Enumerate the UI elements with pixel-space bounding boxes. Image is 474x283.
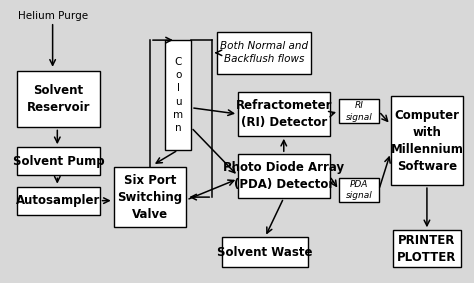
Text: PDA
signal: PDA signal [346,180,372,200]
Text: Refractometer
(RI) Detector: Refractometer (RI) Detector [236,99,332,129]
FancyBboxPatch shape [339,178,379,202]
Text: Solvent
Reservoir: Solvent Reservoir [27,84,90,114]
FancyBboxPatch shape [221,237,309,267]
Text: PRINTER
PLOTTER: PRINTER PLOTTER [397,233,456,263]
Text: Solvent Pump: Solvent Pump [13,155,104,168]
FancyBboxPatch shape [18,71,100,127]
FancyBboxPatch shape [393,230,461,267]
Text: Both Normal and
Backflush flows: Both Normal and Backflush flows [220,41,308,65]
FancyBboxPatch shape [238,92,329,136]
Text: Photo Diode Array
(PDA) Detector: Photo Diode Array (PDA) Detector [223,161,344,191]
Text: Autosampler: Autosampler [16,194,100,207]
Text: Helium Purge: Helium Purge [18,11,88,21]
FancyBboxPatch shape [391,97,463,185]
Text: RI
signal: RI signal [346,101,372,122]
Text: C
o
l
u
m
n: C o l u m n [173,57,183,133]
FancyBboxPatch shape [114,167,186,228]
FancyBboxPatch shape [18,147,100,175]
FancyBboxPatch shape [18,186,100,215]
Text: Computer
with
Millennium
Software: Computer with Millennium Software [391,109,464,173]
FancyBboxPatch shape [217,32,311,74]
FancyBboxPatch shape [339,99,379,123]
FancyBboxPatch shape [165,40,191,150]
Text: Solvent Waste: Solvent Waste [217,246,313,259]
FancyBboxPatch shape [238,154,329,198]
Text: Six Port
Switching
Valve: Six Port Switching Valve [118,173,182,221]
